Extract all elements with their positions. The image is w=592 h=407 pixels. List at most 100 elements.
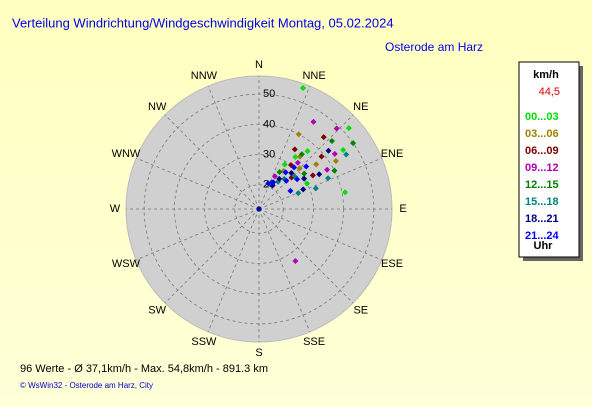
data-point bbox=[325, 175, 332, 182]
legend-entry: 03...06 bbox=[525, 128, 559, 140]
spoke bbox=[258, 208, 311, 333]
data-point bbox=[320, 134, 327, 141]
direction-label: W bbox=[110, 203, 121, 215]
direction-label: SSW bbox=[191, 336, 217, 348]
spoke bbox=[258, 208, 383, 261]
data-point bbox=[291, 146, 298, 153]
data-point bbox=[313, 161, 320, 168]
data-point bbox=[309, 172, 316, 179]
data-point bbox=[301, 170, 308, 177]
legend-entry: 18...21 bbox=[525, 213, 559, 225]
legend-title: km/h bbox=[533, 69, 559, 81]
direction-label: ESE bbox=[381, 258, 403, 270]
data-point bbox=[270, 179, 277, 186]
chart-title: Verteilung Windrichtung/Windgeschwindigk… bbox=[12, 15, 394, 30]
chart-subtitle: Osterode am Harz bbox=[385, 40, 483, 54]
data-point bbox=[331, 150, 338, 157]
data-point bbox=[282, 169, 289, 176]
data-point bbox=[287, 187, 294, 194]
legend-entry: 21...24 bbox=[525, 230, 560, 242]
spoke bbox=[258, 208, 354, 304]
current-value: 44,5 bbox=[539, 86, 560, 98]
legend-entry: 00...03 bbox=[525, 111, 559, 123]
direction-label: SW bbox=[148, 305, 166, 317]
data-point bbox=[304, 180, 311, 187]
direction-label: NNE bbox=[302, 70, 325, 82]
legend-entry: 15...18 bbox=[525, 196, 559, 208]
legend-entry: 09...12 bbox=[525, 162, 559, 174]
footer: 96 Werte - Ø 37,1km/h - Max. 54,8km/h - … bbox=[20, 363, 268, 375]
direction-label: E bbox=[399, 203, 406, 215]
grid-ring bbox=[143, 93, 375, 325]
direction-label: NNW bbox=[191, 70, 218, 82]
data-point bbox=[276, 175, 283, 182]
direction-label: NE bbox=[353, 101, 368, 113]
data-point bbox=[333, 125, 340, 132]
data-point bbox=[342, 189, 349, 196]
data-point bbox=[290, 164, 297, 171]
data-point bbox=[331, 167, 338, 174]
legend-entry: 12...15 bbox=[525, 179, 559, 191]
legend-footer: Uhr bbox=[534, 240, 554, 252]
data-point bbox=[288, 170, 295, 177]
data-point bbox=[303, 163, 310, 170]
data-point bbox=[350, 140, 357, 147]
data-point bbox=[281, 161, 288, 168]
direction-label: N bbox=[255, 59, 263, 71]
data-point bbox=[328, 137, 335, 144]
data-point bbox=[340, 147, 347, 154]
spoke bbox=[164, 208, 260, 304]
data-point bbox=[265, 180, 272, 187]
data-point bbox=[298, 151, 305, 158]
spoke bbox=[135, 208, 260, 261]
center-dot bbox=[256, 206, 262, 212]
data-point bbox=[292, 257, 299, 264]
copyright: © WsWin32 - Osterode am Harz, City bbox=[20, 381, 153, 390]
spoke bbox=[258, 157, 383, 210]
direction-label: S bbox=[255, 347, 262, 359]
grid-ring bbox=[234, 184, 284, 234]
data-point bbox=[283, 177, 290, 184]
spoke bbox=[164, 114, 260, 210]
data-point bbox=[294, 176, 301, 183]
data-point bbox=[296, 165, 303, 172]
spoke bbox=[207, 85, 260, 210]
grid-ring bbox=[173, 123, 345, 295]
data-point bbox=[292, 154, 299, 161]
direction-label: WSW bbox=[112, 258, 141, 270]
data-point bbox=[345, 125, 352, 132]
data-point bbox=[324, 166, 331, 173]
data-point bbox=[271, 173, 278, 180]
r-tick-label: 30 bbox=[263, 148, 275, 160]
data-point bbox=[304, 148, 311, 155]
spoke bbox=[135, 157, 260, 210]
data-point bbox=[295, 190, 302, 197]
data-point bbox=[300, 186, 307, 193]
spoke bbox=[207, 208, 260, 333]
legend-box bbox=[518, 61, 580, 258]
data-point bbox=[332, 157, 339, 164]
data-point bbox=[310, 118, 317, 125]
data-point bbox=[325, 147, 332, 154]
data-point bbox=[301, 175, 308, 182]
direction-label: SE bbox=[353, 305, 368, 317]
r-tick-label: 40 bbox=[263, 118, 275, 130]
data-point bbox=[276, 168, 283, 175]
data-point bbox=[343, 151, 350, 158]
data-point bbox=[295, 131, 302, 138]
data-point bbox=[312, 185, 319, 192]
r-tick-label: 50 bbox=[263, 88, 275, 100]
direction-label: ENE bbox=[381, 148, 404, 160]
spoke bbox=[258, 85, 311, 210]
direction-label: SSE bbox=[303, 336, 325, 348]
grid-ring bbox=[204, 154, 314, 264]
legend-entry: 06...09 bbox=[525, 145, 559, 157]
data-point bbox=[300, 84, 307, 91]
direction-label: NW bbox=[148, 101, 167, 113]
data-point bbox=[294, 159, 301, 166]
direction-label: WNW bbox=[112, 148, 141, 160]
data-point bbox=[316, 171, 323, 178]
data-point bbox=[318, 153, 325, 160]
